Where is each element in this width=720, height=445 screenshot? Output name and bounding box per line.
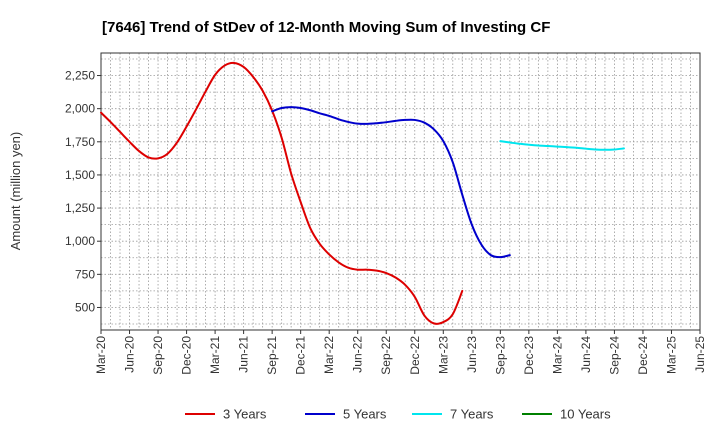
y-tick-label: 1,750 (65, 135, 95, 149)
y-tick-label: 1,500 (65, 168, 95, 182)
x-tick-label: Sep-22 (379, 336, 393, 375)
x-tick-label: Mar-20 (94, 336, 108, 374)
y-axis-label: Amount (million yen) (8, 132, 23, 251)
x-tick-label: Sep-23 (493, 336, 507, 375)
x-tick-label: Sep-21 (265, 336, 279, 375)
x-tick-label: Mar-22 (322, 336, 336, 374)
axes: 500 750 1,000 1,250 1,500 1,750 2,000 2,250 Mar-… (65, 52, 707, 375)
y-tick-label: 750 (75, 267, 95, 281)
x-tick-label: Jun-22 (351, 336, 365, 373)
x-tick-label: Dec-21 (294, 336, 308, 375)
legend-label-3-years: 3 Years (223, 407, 267, 422)
x-tick-label: Mar-21 (208, 336, 222, 374)
x-tick-label: Dec-20 (180, 336, 194, 375)
legend-label-5-years: 5 Years (343, 407, 387, 422)
grid-lines (100, 53, 701, 330)
x-tick-label: Dec-22 (408, 336, 422, 375)
x-tick-label: Jun-20 (123, 336, 137, 373)
x-tick-label: Jun-25 (693, 336, 707, 373)
x-tick-label: Dec-24 (636, 336, 650, 375)
x-tick-label: Jun-21 (237, 336, 251, 373)
legend: 3 Years 5 Years 7 Years 10 Years (185, 407, 611, 422)
x-tick-label: Sep-24 (607, 336, 621, 375)
series-line-3-years (100, 61, 464, 325)
x-tick-label: Jun-24 (579, 336, 593, 373)
y-tick-label: 2,000 (65, 102, 95, 116)
x-tick-label: Mar-23 (436, 336, 450, 374)
y-tick-label: 500 (75, 300, 95, 314)
legend-label-7-years: 7 Years (450, 407, 494, 422)
y-tick-label: 1,250 (65, 201, 95, 215)
x-tick-label: Jun-23 (465, 336, 479, 373)
y-tick-label: 2,250 (65, 69, 95, 83)
legend-label-10-years: 10 Years (560, 407, 611, 422)
series-lines (100, 61, 625, 325)
x-tick-label: Dec-23 (522, 336, 536, 375)
series-line-7-years (499, 140, 625, 151)
y-tick-label: 1,000 (65, 234, 95, 248)
plot-border (100, 52, 701, 331)
x-tick-label: Mar-25 (664, 336, 678, 374)
x-tick-label: Sep-20 (151, 336, 165, 375)
x-tick-label: Mar-24 (550, 336, 564, 374)
chart-title: [7646] Trend of StDev of 12-Month Moving… (102, 19, 550, 36)
series-line-5-years (271, 106, 511, 259)
